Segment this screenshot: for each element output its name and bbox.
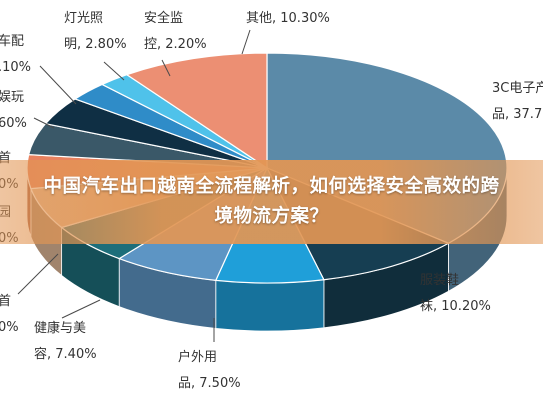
leader-line-5	[17, 253, 59, 295]
slice-label-8-line-2: 60%	[0, 116, 27, 131]
leader-line-4	[61, 299, 101, 319]
leader-line-12	[241, 29, 251, 55]
slice-label-9-line-1: 车配	[0, 33, 24, 49]
leader-line-11	[161, 59, 171, 77]
slice-label-10-line-1: 灯光照	[64, 11, 103, 26]
leader-line-8	[33, 117, 55, 129]
slice-label-1-line-1: 3C电子产	[492, 81, 543, 96]
slice-label-8-line-1: 娱玩	[0, 90, 24, 105]
slice-label-11-line-2: 控, 2.20%	[144, 37, 207, 52]
slice-label-3-line-1: 户外用	[178, 349, 217, 365]
slice-label-2-line-1: 服装鞋	[420, 272, 459, 288]
slice-label-7-line-1: 首	[0, 151, 11, 166]
leader-line-10	[103, 61, 125, 81]
pie-slice-12	[125, 52, 268, 170]
slice-label-12-line-1: 其他, 10.30%	[246, 11, 330, 26]
article-title: 中国汽车出口越南全流程解析，如何选择安全高效的跨境物流方案？	[43, 176, 500, 227]
article-title-banner: 中国汽车出口越南全流程解析，如何选择安全高效的跨境物流方案？	[0, 160, 543, 244]
slice-label-5-line-1: 首	[0, 294, 11, 309]
leader-line-9	[39, 65, 77, 105]
slice-label-1-line-2: 品, 37.7	[492, 107, 542, 122]
slice-label-4-line-1: 健康与美	[34, 320, 86, 336]
slice-label-2-line-2: 袜, 10.20%	[420, 299, 491, 314]
slice-label-4-line-2: 容, 7.40%	[34, 346, 97, 362]
slice-label-9-line-2: .10%	[0, 60, 31, 75]
slice-label-10-line-2: 明, 2.80%	[64, 37, 127, 52]
slice-label-5-line-2: 0%	[0, 320, 19, 335]
slice-label-3-line-2: 品, 7.50%	[178, 376, 241, 391]
slice-label-11-line-1: 安全监	[144, 10, 183, 26]
pie-slice-side-3	[215, 279, 325, 332]
